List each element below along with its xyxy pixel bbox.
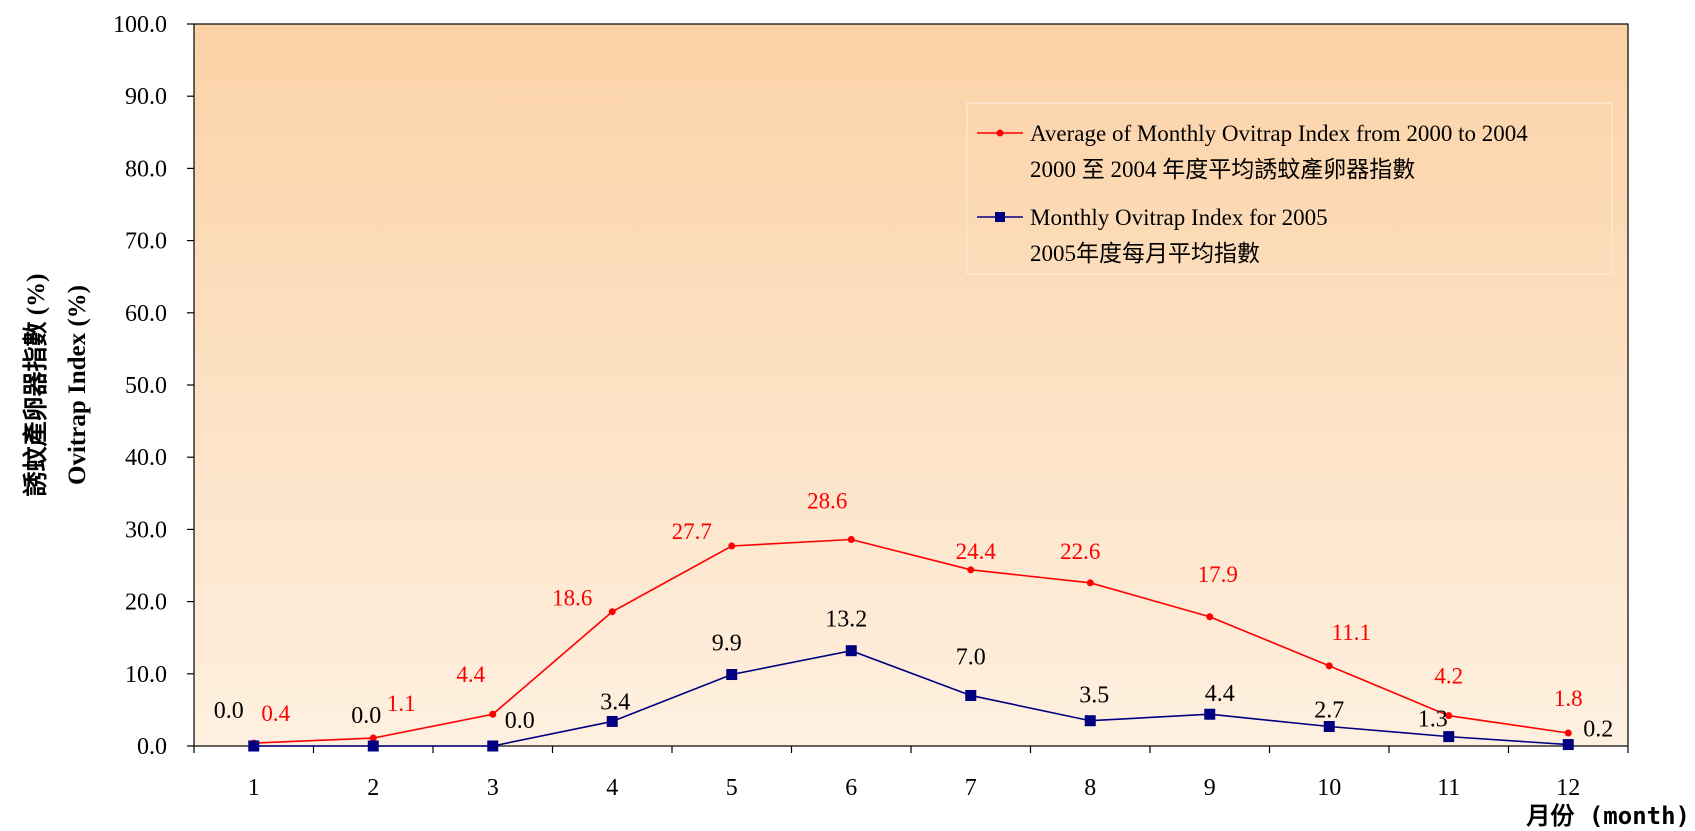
data-label-average: 24.4	[956, 539, 997, 564]
series-line-0	[253, 538, 1569, 744]
legend-label-2005-zh: 2005年度每月平均指數	[1030, 241, 1260, 266]
y-tick-label: 30.0	[125, 517, 167, 543]
legend-marker-2005	[995, 212, 1005, 222]
data-label-average: 0.4	[261, 701, 290, 726]
data-label-2005: 4.4	[1205, 681, 1235, 707]
x-tick-label: 3	[487, 775, 499, 801]
data-label-2005: 0.0	[214, 698, 244, 724]
x-tick-label: 4	[606, 775, 618, 801]
x-tick-label: 9	[1204, 775, 1216, 801]
x-tick-label: 7	[965, 775, 977, 801]
y-tick-label: 70.0	[125, 229, 167, 255]
y-axis: 0.0 10.0 20.0 30.0 40.0 50.0 60.0 70.0 80.0 90.0 1…	[113, 12, 194, 760]
legend-entry-average: Average of Monthly Ovitrap Index from 20…	[977, 121, 1528, 182]
x-tick-label: 10	[1317, 775, 1341, 801]
data-label-2005: 7.0	[956, 644, 986, 670]
x-tick-label: 11	[1437, 775, 1460, 801]
series-0-point	[1445, 712, 1453, 720]
y-tick-label: 0.0	[137, 734, 167, 760]
legend-marker-average	[996, 129, 1004, 137]
series-0-point	[967, 566, 975, 574]
legend-box	[966, 102, 1613, 275]
data-label-average: 4.4	[456, 662, 485, 687]
series-0-point	[847, 536, 855, 544]
series-1-point	[1084, 715, 1096, 727]
series-1-point	[1323, 721, 1335, 733]
data-label-2005: 13.2	[825, 607, 867, 633]
legend-label-2005-en: Monthly Ovitrap Index for 2005	[1030, 205, 1328, 230]
series-0-point	[489, 710, 497, 718]
data-label-2005: 0.2	[1583, 717, 1613, 743]
y-tick-label: 60.0	[125, 301, 167, 327]
x-axis: 1 2 3 4 5 6 7 8 9 10 11 12	[193, 746, 1629, 801]
data-label-2005: 9.9	[712, 631, 742, 657]
data-labels-layer: 0.4 1.1 4.4 18.6 27.7 28.6 24.4 22.6 17.9 11.1 4.2…	[214, 489, 1614, 743]
series-0-point	[1206, 613, 1214, 621]
y-axis-title-en: Ovitrap Index (%)	[64, 285, 91, 485]
data-label-average: 22.6	[1060, 539, 1100, 564]
data-label-2005: 3.5	[1079, 683, 1109, 709]
x-tick-label: 12	[1556, 775, 1580, 801]
y-tick-label: 90.0	[125, 84, 167, 110]
y-tick-label: 80.0	[125, 156, 167, 182]
series-1-point	[1204, 708, 1216, 720]
data-label-2005: 3.4	[600, 689, 630, 715]
x-tick-label: 2	[367, 775, 379, 801]
series-1-point	[1562, 739, 1574, 751]
x-tick-label: 1	[248, 775, 260, 801]
series-line-1	[253, 649, 1569, 747]
data-label-2005: 0.0	[351, 703, 381, 729]
series-layer	[248, 536, 1574, 752]
series-0-point	[369, 734, 377, 742]
data-label-2005: 2.7	[1314, 698, 1344, 724]
data-label-2005: 1.3	[1418, 707, 1448, 733]
series-1-point	[965, 689, 977, 701]
x-tick-label: 8	[1084, 775, 1096, 801]
series-1-point	[367, 740, 379, 752]
legend-entry-2005: Monthly Ovitrap Index for 2005 2005年度每月平…	[977, 205, 1328, 266]
series-1-point	[487, 740, 499, 752]
y-tick-label: 20.0	[125, 590, 167, 616]
legend: Average of Monthly Ovitrap Index from 20…	[966, 102, 1613, 275]
legend-label-average-en: Average of Monthly Ovitrap Index from 20…	[1030, 121, 1528, 146]
y-tick-label: 100.0	[113, 12, 167, 38]
x-tick-label: 5	[726, 775, 738, 801]
legend-label-average-zh: 2000 至 2004 年度平均誘蚊產卵器指數	[1030, 157, 1415, 182]
y-tick-label: 10.0	[125, 662, 167, 688]
series-0-point	[728, 542, 736, 550]
data-label-2005: 0.0	[505, 708, 535, 734]
plot-area	[193, 23, 1629, 747]
data-label-average: 11.1	[1332, 620, 1371, 645]
series-1-point	[1443, 731, 1455, 743]
series-1-point	[606, 715, 618, 727]
series-1-point	[248, 740, 260, 752]
x-axis-title: 月份 (month)	[1525, 802, 1690, 830]
y-tick-label: 40.0	[125, 445, 167, 471]
data-label-average: 4.2	[1434, 664, 1463, 689]
data-label-average: 1.8	[1554, 686, 1583, 711]
data-label-average: 18.6	[552, 586, 592, 611]
series-1-point	[726, 669, 738, 681]
series-1-point	[845, 645, 857, 657]
data-label-average: 17.9	[1198, 562, 1238, 587]
data-label-average: 28.6	[807, 489, 847, 514]
data-label-average: 1.1	[387, 691, 416, 716]
series-0-point	[1086, 579, 1094, 587]
data-label-average: 27.7	[672, 519, 712, 544]
y-tick-label: 50.0	[125, 373, 167, 399]
x-tick-label: 6	[845, 775, 857, 801]
series-0-point	[1564, 729, 1572, 737]
series-0-point	[608, 608, 616, 616]
y-axis-title-zh: 誘蚊產卵器指數 (%)	[21, 274, 50, 497]
series-0-point	[1325, 662, 1333, 670]
